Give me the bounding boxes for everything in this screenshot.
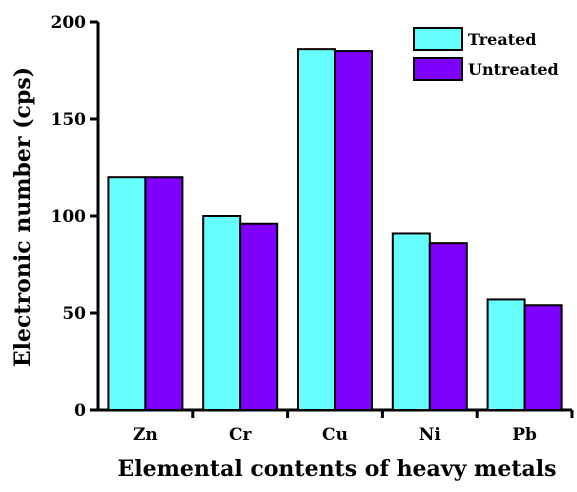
bar-untreated-cr [239, 222, 279, 411]
bar-untreated-cu [334, 50, 373, 411]
bars [107, 48, 563, 412]
x-axis-title: Elemental contents of heavy metals [118, 456, 557, 482]
y-axis-title: Electronic number (cps) [10, 67, 36, 367]
x-tick-label-cu: Cu [322, 425, 348, 445]
x-tick-label-pb: Pb [512, 425, 537, 445]
bar-treated-ni [391, 232, 431, 411]
legend-label-untreated: Untreated [468, 60, 559, 79]
bar-treated-cr [202, 215, 242, 411]
y-tick-label-100: 100 [51, 207, 87, 227]
y-tick-label-150: 150 [51, 110, 87, 130]
y-tick-label-200: 200 [51, 13, 87, 33]
legend: Treated Untreated [413, 27, 559, 81]
x-tick-label-cr: Cr [229, 425, 253, 445]
legend-swatch-untreated [413, 57, 463, 81]
bar-untreated-zn [144, 176, 184, 411]
y-tick-label-50: 50 [62, 304, 86, 324]
bar-untreated-pb [523, 304, 563, 411]
bar-treated-pb [486, 298, 526, 412]
y-tick-label-0: 0 [74, 401, 86, 421]
x-tick-label-ni: Ni [419, 425, 442, 445]
bar-untreated-ni [428, 242, 468, 411]
bar-treated-zn [107, 176, 147, 411]
legend-swatch-treated [413, 27, 463, 51]
bar-treated-cu [297, 48, 336, 411]
legend-label-treated: Treated [468, 30, 536, 49]
x-tick-label-zn: Zn [133, 425, 158, 445]
